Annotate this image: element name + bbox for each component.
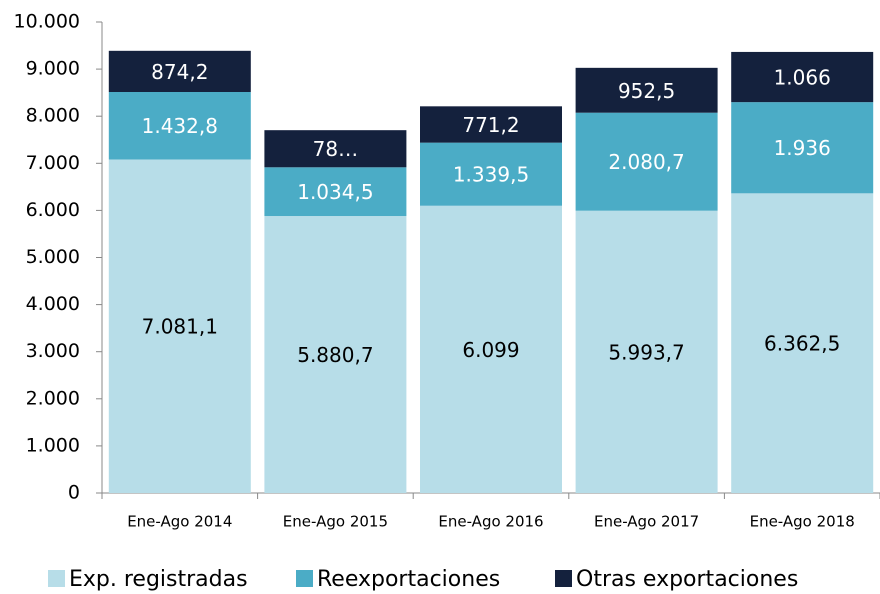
- x-tick-label: Ene-Ago 2018: [750, 513, 855, 531]
- bar-segment: [575, 210, 718, 494]
- data-label: 1.432,8: [142, 114, 218, 138]
- x-tick-label: Ene-Ago 2016: [438, 513, 543, 531]
- data-label: 1.066: [774, 66, 831, 90]
- y-tick-label: 7.000: [26, 152, 80, 174]
- bar-segment: [108, 50, 251, 92]
- data-label: 771,2: [462, 113, 519, 137]
- legend-swatch: [555, 570, 572, 587]
- y-tick-label: 4.000: [26, 293, 80, 315]
- data-label: 5.993,7: [608, 340, 684, 364]
- data-label: 2.080,7: [608, 150, 684, 174]
- y-tick-label: 3.000: [26, 340, 80, 362]
- bar-segment: [420, 106, 562, 143]
- y-tick-label: 8.000: [26, 105, 80, 127]
- legend-label: Reexportaciones: [317, 567, 500, 592]
- data-label: 1.339,5: [453, 163, 529, 187]
- bar-segment: [575, 67, 718, 113]
- bar-segment: [420, 142, 562, 206]
- bar-segment: [575, 112, 718, 211]
- y-tick-label: 9.000: [26, 58, 80, 80]
- x-tick-label: Ene-Ago 2015: [283, 513, 388, 531]
- y-tick-label: 2.000: [26, 387, 80, 409]
- data-label: 1.936: [774, 136, 831, 160]
- x-tick-label: Ene-Ago 2014: [127, 513, 232, 531]
- data-label: 874,2: [151, 60, 208, 84]
- data-label: 7.081,1: [142, 315, 218, 339]
- bar-segment: [731, 51, 874, 103]
- data-label: 5.880,7: [297, 343, 373, 367]
- bar-segment: [731, 102, 874, 194]
- legend-swatch: [296, 570, 313, 587]
- y-tick-label: 0: [68, 482, 80, 504]
- y-tick-label: 1.000: [26, 434, 80, 456]
- legend-swatch: [48, 570, 65, 587]
- y-tick-label: 5.000: [26, 246, 80, 268]
- bar-segment: [420, 205, 562, 493]
- legend-label: Otras exportaciones: [576, 567, 798, 592]
- data-label: 1.034,5: [297, 180, 373, 204]
- y-tick-label: 6.000: [26, 199, 80, 221]
- data-label: 952,5: [618, 79, 675, 103]
- bar-segment: [264, 167, 407, 217]
- y-tick-label: 10.000: [14, 11, 80, 33]
- data-label: 78…: [313, 137, 358, 161]
- bar-segment: [731, 193, 874, 494]
- bar-segment: [108, 91, 251, 160]
- data-label: 6.099: [462, 338, 519, 362]
- bar-segment: [264, 216, 407, 493]
- data-label: 6.362,5: [764, 332, 840, 356]
- x-tick-label: Ene-Ago 2017: [594, 513, 699, 531]
- legend-label: Exp. registradas: [69, 567, 248, 592]
- bar-segment: [264, 130, 407, 168]
- bar-segment: [108, 159, 251, 493]
